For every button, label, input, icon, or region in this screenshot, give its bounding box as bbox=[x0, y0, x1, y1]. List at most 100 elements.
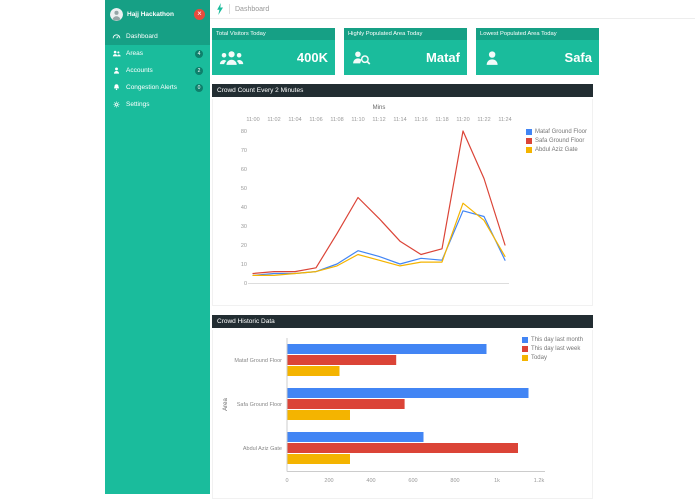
stat-title: Total Visitors Today bbox=[212, 28, 335, 40]
svg-text:11:10: 11:10 bbox=[351, 117, 364, 123]
app-title: Hajj Hackathon bbox=[127, 10, 174, 18]
sidebar-item-label: Congestion Alerts bbox=[126, 84, 177, 91]
sidebar-item-accounts[interactable]: Accounts 2 bbox=[105, 62, 210, 79]
legend-swatch bbox=[521, 337, 528, 343]
svg-text:800: 800 bbox=[450, 478, 459, 484]
legend-swatch bbox=[521, 346, 528, 352]
sidebar-item-congestion-alerts[interactable]: Congestion Alerts 0 bbox=[105, 79, 210, 96]
svg-text:11:08: 11:08 bbox=[330, 117, 343, 123]
stat-value: Safa bbox=[564, 50, 592, 65]
bar-chart-svg: Mataf Ground Floor Safa Ground Floor Abdul… bbox=[223, 338, 545, 484]
svg-text:60: 60 bbox=[241, 167, 247, 173]
svg-text:Safa Ground Floor: Safa Ground Floor bbox=[237, 402, 282, 408]
legend-label: Safa Ground Floor bbox=[534, 138, 585, 144]
svg-text:400: 400 bbox=[366, 478, 375, 484]
sidebar-item-label: Settings bbox=[126, 101, 150, 108]
sidebar-header: Hajj Hackathon × bbox=[105, 0, 210, 28]
legend-label: This day last month bbox=[530, 337, 583, 343]
legend-item[interactable]: Safa Ground Floor bbox=[525, 138, 587, 144]
legend-item[interactable]: Mataf Ground Floor bbox=[525, 129, 587, 135]
bar-chart-panel: Crowd Historic Data Mataf Ground Floor Sa… bbox=[212, 315, 593, 499]
svg-text:10: 10 bbox=[241, 262, 247, 268]
sidebar: Hajj Hackathon × Dashboard Areas 4 Accou… bbox=[105, 0, 210, 494]
svg-text:11:22: 11:22 bbox=[477, 117, 490, 123]
topbar: Dashboard bbox=[210, 0, 695, 19]
breadcrumb-separator bbox=[229, 4, 230, 14]
svg-text:1.2k: 1.2k bbox=[534, 478, 545, 484]
svg-text:11:04: 11:04 bbox=[288, 117, 301, 123]
gear-icon bbox=[112, 100, 121, 109]
legend-item[interactable]: Abdul Aziz Gate bbox=[525, 147, 587, 153]
stat-box-total-visitors: Total Visitors Today 400K bbox=[212, 28, 335, 75]
avatar bbox=[110, 7, 123, 21]
legend-swatch bbox=[525, 138, 532, 144]
legend-item[interactable]: This day last week bbox=[521, 346, 583, 352]
people-icon bbox=[112, 49, 121, 58]
bar-chart-title: Crowd Historic Data bbox=[212, 315, 593, 328]
svg-text:40: 40 bbox=[241, 205, 247, 211]
svg-text:30: 30 bbox=[241, 224, 247, 230]
stat-title: Lowest Populated Area Today bbox=[476, 28, 599, 40]
person-icon bbox=[112, 66, 121, 75]
legend-item[interactable]: Today bbox=[521, 355, 583, 361]
legend-label: Abdul Aziz Gate bbox=[534, 147, 578, 153]
sidebar-item-areas[interactable]: Areas 4 bbox=[105, 45, 210, 62]
lightning-icon[interactable] bbox=[216, 3, 224, 15]
people-group-icon bbox=[219, 50, 244, 66]
svg-text:11:12: 11:12 bbox=[372, 117, 385, 123]
sidebar-item-label: Areas bbox=[126, 50, 143, 57]
svg-text:Abdul Aziz Gate: Abdul Aziz Gate bbox=[243, 446, 282, 452]
close-icon: × bbox=[197, 9, 202, 18]
svg-text:1k: 1k bbox=[494, 478, 500, 484]
svg-text:11:20: 11:20 bbox=[456, 117, 469, 123]
legend-label: This day last week bbox=[530, 346, 581, 352]
svg-text:11:24: 11:24 bbox=[498, 117, 511, 123]
sidebar-item-settings[interactable]: Settings bbox=[105, 96, 210, 113]
legend-swatch bbox=[521, 355, 528, 361]
stat-box-highly-populated: Highly Populated Area Today Mataf bbox=[344, 28, 467, 75]
sidebar-item-label: Dashboard bbox=[126, 33, 158, 40]
svg-text:Area: Area bbox=[223, 398, 229, 411]
close-button[interactable]: × bbox=[194, 8, 205, 20]
svg-text:11:00: 11:00 bbox=[246, 117, 259, 123]
svg-text:50: 50 bbox=[241, 186, 247, 192]
person-search-icon bbox=[351, 50, 371, 66]
breadcrumb[interactable]: Dashboard bbox=[235, 5, 270, 13]
svg-text:11:16: 11:16 bbox=[414, 117, 427, 123]
sidebar-item-dashboard[interactable]: Dashboard bbox=[105, 28, 210, 45]
line-chart-panel: Crowd Count Every 2 Minutes Mins 11:00 11:… bbox=[212, 84, 593, 306]
svg-text:11:18: 11:18 bbox=[435, 117, 448, 123]
stat-value: 400K bbox=[296, 50, 328, 65]
legend-swatch bbox=[525, 129, 532, 135]
stat-title: Highly Populated Area Today bbox=[344, 28, 467, 40]
svg-text:70: 70 bbox=[241, 148, 247, 154]
congestion-alerts-badge: 0 bbox=[195, 83, 203, 92]
stat-row: Total Visitors Today 400K Highly Populat… bbox=[212, 28, 695, 75]
svg-text:Mins: Mins bbox=[373, 105, 386, 111]
stat-value: Mataf bbox=[426, 50, 460, 65]
line-chart-svg: Mins 11:00 11:02 11:04 11:06 11:08 11:10 11:12 1… bbox=[241, 105, 512, 287]
svg-text:11:02: 11:02 bbox=[267, 117, 280, 123]
svg-text:0: 0 bbox=[285, 478, 288, 484]
accounts-badge: 2 bbox=[195, 66, 203, 75]
legend-label: Mataf Ground Floor bbox=[534, 129, 587, 135]
legend-item[interactable]: This day last month bbox=[521, 337, 583, 343]
svg-text:600: 600 bbox=[408, 478, 417, 484]
gauge-icon bbox=[112, 32, 121, 41]
sidebar-item-label: Accounts bbox=[126, 67, 153, 74]
svg-text:200: 200 bbox=[324, 478, 333, 484]
person-icon bbox=[483, 50, 501, 66]
svg-text:11:06: 11:06 bbox=[309, 117, 322, 123]
bar-chart-legend: This day last month This day last week Tod… bbox=[521, 337, 583, 361]
line-chart-legend: Mataf Ground Floor Safa Ground Floor Abdul… bbox=[525, 129, 587, 153]
bell-icon bbox=[112, 83, 121, 92]
stat-box-lowest-populated: Lowest Populated Area Today Safa bbox=[476, 28, 599, 75]
line-chart-title: Crowd Count Every 2 Minutes bbox=[212, 84, 593, 97]
areas-badge: 4 bbox=[195, 49, 203, 58]
legend-swatch bbox=[525, 147, 532, 153]
legend-label: Today bbox=[530, 355, 547, 361]
svg-text:0: 0 bbox=[244, 281, 247, 287]
svg-text:Mataf Ground Floor: Mataf Ground Floor bbox=[234, 358, 282, 364]
content: Total Visitors Today 400K Highly Populat… bbox=[210, 19, 695, 499]
sidebar-menu: Dashboard Areas 4 Accounts 2 Congestion … bbox=[105, 28, 210, 113]
